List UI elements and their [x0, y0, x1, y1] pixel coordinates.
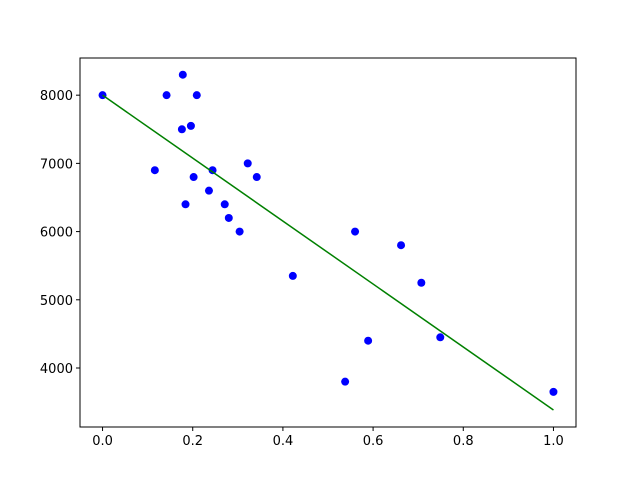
point	[224, 213, 233, 222]
point	[150, 166, 159, 175]
point	[162, 91, 171, 100]
x-tick-label: 0.8	[453, 434, 474, 449]
y-tick-label: 5000	[40, 294, 73, 309]
x-tick-label: 0.4	[273, 434, 294, 449]
x-tick-label: 0.6	[363, 434, 384, 449]
point	[189, 173, 198, 182]
y-tick-label: 7000	[40, 157, 73, 172]
regression-line	[102, 94, 554, 411]
point	[177, 125, 186, 134]
point	[351, 227, 360, 236]
point	[252, 173, 261, 182]
point	[186, 121, 195, 130]
y-tick-label: 8000	[40, 89, 73, 104]
plot-area	[80, 58, 576, 427]
point	[436, 333, 445, 342]
point	[341, 377, 350, 386]
point	[243, 159, 252, 168]
point	[288, 271, 297, 280]
point	[220, 200, 229, 209]
x-tick-label: 0.0	[92, 434, 113, 449]
point	[204, 186, 213, 195]
y-tick-label: 4000	[40, 362, 73, 377]
x-tick-label: 0.2	[182, 434, 203, 449]
point	[181, 200, 190, 209]
point	[397, 241, 406, 250]
point	[208, 166, 217, 175]
y-tick-label: 6000	[40, 226, 73, 241]
axes-frame	[79, 57, 577, 428]
point	[417, 278, 426, 287]
point	[235, 227, 244, 236]
point	[192, 91, 201, 100]
point	[364, 336, 373, 345]
x-tick-label: 1.0	[543, 434, 564, 449]
point	[549, 387, 558, 396]
point	[178, 70, 187, 79]
